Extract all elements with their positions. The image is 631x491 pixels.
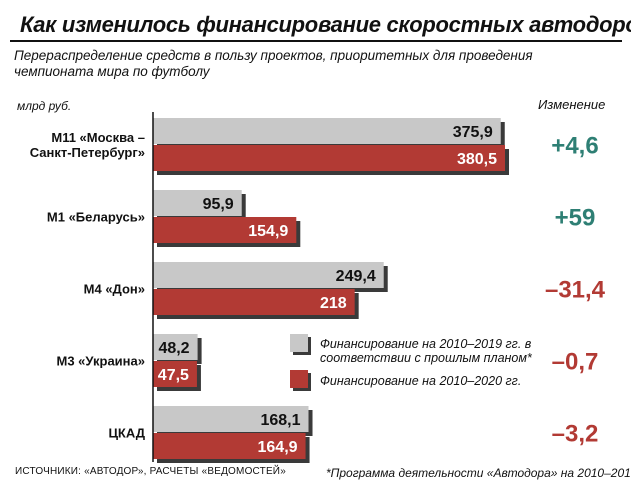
data-label-actual-1: 154,9 bbox=[248, 223, 288, 240]
data-label-actual-2: 218 bbox=[320, 295, 347, 312]
category-label-4: ЦКАД bbox=[108, 426, 145, 441]
bar-plan-0 bbox=[153, 118, 501, 144]
legend-actual-swatch bbox=[290, 370, 308, 388]
footnote: *Программа деятельности «Автодора» на 20… bbox=[326, 466, 631, 480]
source-note: ИСТОЧНИКИ: «АВТОДОР», РАСЧЕТЫ «ВЕДОМОСТЕ… bbox=[15, 466, 286, 477]
category-label-1: М1 «Беларусь» bbox=[47, 210, 145, 225]
bar-actual-3 bbox=[153, 361, 197, 387]
category-label-0-line-1: Санкт-Петербург» bbox=[30, 145, 145, 160]
legend-plan-label: Финансирование на 2010–2019 гг. в соотве… bbox=[320, 337, 532, 365]
bar-actual-1 bbox=[153, 217, 297, 243]
bar-plan-2 bbox=[153, 262, 384, 288]
legend-actual-label: Финансирование на 2010–2020 гг. bbox=[320, 374, 522, 388]
data-label-plan-4: 168,1 bbox=[260, 412, 300, 429]
data-label-plan-0: 375,9 bbox=[453, 124, 493, 141]
change-value-3: –0,7 bbox=[552, 349, 599, 376]
change-value-0: +4,6 bbox=[551, 133, 598, 160]
data-label-actual-4: 164,9 bbox=[258, 439, 298, 456]
bar-actual-0 bbox=[153, 145, 505, 171]
data-label-plan-3: 48,2 bbox=[158, 340, 189, 357]
legend-plan-swatch bbox=[290, 334, 308, 352]
chart-subtitle: Перераспределение средств в пользу проек… bbox=[14, 48, 533, 79]
bar-actual-4 bbox=[153, 433, 306, 459]
bar-plan-4 bbox=[153, 406, 309, 432]
category-label-2: М4 «Дон» bbox=[84, 282, 145, 297]
bar-plan-1 bbox=[153, 190, 242, 216]
title-bar: Как изменилось финансирование скоростных… bbox=[10, 10, 631, 42]
category-label-0-line-0: М11 «Москва – bbox=[51, 130, 145, 145]
data-label-actual-0: 380,5 bbox=[457, 151, 497, 168]
category-label-3: М3 «Украина» bbox=[57, 354, 145, 369]
bar-plan-3 bbox=[153, 334, 198, 360]
unit-label: млрд руб. bbox=[17, 99, 72, 113]
change-value-4: –3,2 bbox=[552, 421, 599, 448]
change-header: Изменение bbox=[538, 97, 606, 112]
chart-title: Как изменилось финансирование скоростных… bbox=[20, 12, 631, 37]
change-value-2: –31,4 bbox=[545, 277, 606, 304]
data-label-actual-3: 47,5 bbox=[158, 367, 189, 384]
data-label-plan-1: 95,9 bbox=[203, 196, 234, 213]
change-value-1: +59 bbox=[555, 205, 596, 232]
data-label-plan-2: 249,4 bbox=[336, 268, 376, 285]
bar-actual-2 bbox=[153, 289, 355, 315]
